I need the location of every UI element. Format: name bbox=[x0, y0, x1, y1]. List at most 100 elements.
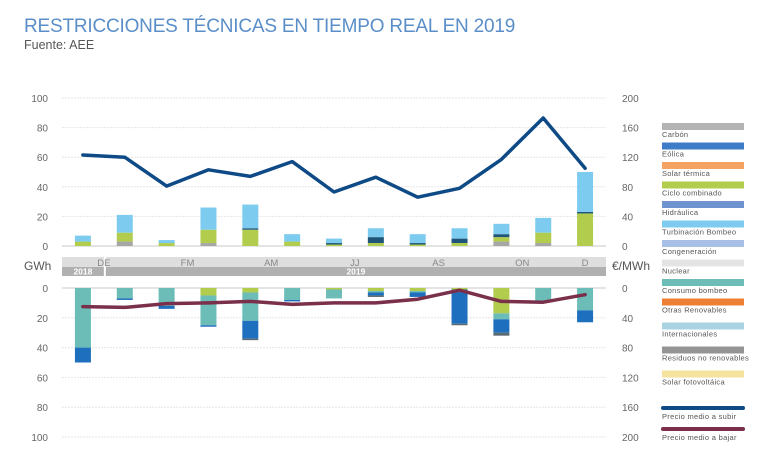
bar-turbinacion-bombeo bbox=[200, 207, 217, 230]
bar-eolica bbox=[409, 292, 426, 297]
year-band-segment bbox=[62, 267, 104, 276]
lower-grid bbox=[62, 287, 606, 438]
bar-turbinacion-bombeo bbox=[409, 234, 426, 244]
lower-bars bbox=[74, 288, 594, 363]
y2-tick-label: 200 bbox=[622, 433, 639, 444]
bar-consumo-bombeo bbox=[200, 295, 217, 326]
bar-turbinacion-bombeo bbox=[284, 234, 301, 242]
bar-ciclo-combinado bbox=[242, 288, 259, 293]
legend-label-otras-renovables: Otras Renovables bbox=[662, 306, 727, 315]
bar-eolica bbox=[158, 305, 175, 309]
bar-consumo-bombeo bbox=[493, 313, 510, 320]
y2-tick-label: 80 bbox=[622, 183, 634, 194]
month-label: FM bbox=[181, 258, 195, 269]
legend-label-hidraulica: Hidráulica bbox=[662, 208, 699, 217]
y-tick-label: 100 bbox=[31, 94, 48, 105]
bar-eolica bbox=[74, 347, 91, 363]
y-tick-label: 60 bbox=[37, 153, 49, 164]
bar-turbinacion-bombeo bbox=[451, 228, 468, 239]
bar-ciclo-combinado bbox=[451, 243, 468, 246]
bar-carbon bbox=[200, 243, 217, 246]
month-band-segment bbox=[62, 257, 104, 267]
chart-subtitle: Fuente: AEE bbox=[24, 38, 95, 52]
month-label: AS bbox=[432, 258, 445, 269]
bar-hidraulica bbox=[451, 238, 468, 244]
bar-consumo-bombeo bbox=[409, 290, 426, 293]
month-label: JJ bbox=[350, 258, 360, 269]
price-lines bbox=[81, 116, 587, 310]
month-band: 2018 2019 DE FM AM JJ AS ON D bbox=[62, 257, 606, 277]
y2-tick-label: 40 bbox=[622, 212, 634, 223]
bar-eolica bbox=[577, 310, 594, 323]
y2-tick-label: 120 bbox=[622, 373, 639, 384]
y2-tick-label: 200 bbox=[622, 94, 639, 105]
bar-turbinacion-bombeo bbox=[535, 217, 552, 233]
bar-eolica bbox=[367, 292, 384, 296]
bar-hidraulica bbox=[242, 228, 259, 230]
y-tick-label: 0 bbox=[42, 242, 48, 253]
bar-carbon bbox=[116, 241, 133, 246]
legend-swatch-otras-renovables bbox=[662, 298, 744, 306]
bar-eolica bbox=[493, 319, 510, 333]
bar-ciclo-combinado bbox=[284, 241, 301, 246]
bar-consumo-bombeo bbox=[535, 288, 552, 302]
legend-swatch-residuos-no-renovables bbox=[662, 346, 744, 354]
bar-eolica bbox=[284, 299, 301, 302]
bar-ciclo-combinado bbox=[74, 241, 91, 246]
bar-hidraulica bbox=[493, 234, 510, 238]
bar-ciclo-combinado bbox=[409, 244, 426, 246]
legend-label-turbinacion-bombeo: Turbinación Bombeo bbox=[662, 228, 736, 237]
bar-ciclo-combinado bbox=[367, 243, 384, 246]
y-tick-label: 40 bbox=[37, 344, 49, 355]
bar-carbon bbox=[535, 243, 552, 246]
legend-swatch-internacionales bbox=[662, 322, 744, 330]
bar-turbinacion-bombeo bbox=[577, 172, 594, 212]
bar-eolica bbox=[451, 289, 468, 324]
year-band-segment bbox=[105, 267, 606, 276]
legend-swatch-hidraulica bbox=[662, 201, 744, 208]
legend-label-solar-termica: Solar térmica bbox=[662, 169, 711, 178]
bar-eolica bbox=[200, 325, 217, 327]
legend-label-ciclo-combinado: Ciclo combinado bbox=[662, 189, 722, 198]
legend-label-carbon: Carbón bbox=[662, 130, 688, 139]
bar-turbinacion-bombeo bbox=[116, 214, 133, 233]
bar-turbinacion-bombeo bbox=[158, 240, 175, 244]
legend-label-congeneracion: Congeneración bbox=[662, 247, 717, 256]
bar-consumo-bombeo bbox=[284, 288, 301, 300]
legend-label-precio-medio-a-bajar: Precio medio a bajar bbox=[662, 433, 737, 442]
bar-ciclo-combinado bbox=[200, 229, 217, 244]
bar-eolica bbox=[116, 298, 133, 300]
legend: Carbón Eólica Solar térmica Ciclo combinado… bbox=[661, 123, 749, 442]
bar-turbinacion-bombeo bbox=[326, 238, 342, 244]
bar-hidraulica bbox=[409, 243, 426, 245]
month-label: DE bbox=[97, 258, 110, 269]
bar-ciclo-combinado bbox=[367, 288, 384, 291]
month-label: D bbox=[582, 258, 589, 269]
y2-tick-label: 160 bbox=[622, 403, 639, 414]
bar-consumo-bombeo bbox=[242, 292, 259, 321]
bar-ciclo-combinado bbox=[158, 243, 175, 246]
bar-consumo-bombeo bbox=[74, 288, 91, 348]
upper-right-axis: 0 40 80 120 160 200 bbox=[622, 94, 639, 253]
bar-consumo-bombeo bbox=[116, 288, 133, 299]
bar-ciclo-combinado bbox=[409, 288, 426, 291]
lower-left-axis: 0 20 40 60 80 100 bbox=[31, 284, 48, 444]
legend-label-consumo-bombeo: Consumo bombeo bbox=[662, 286, 728, 295]
legend-label-residuos-no-renovables: Residuos no renovables bbox=[662, 354, 749, 363]
right-axis-unit: €/MWh bbox=[612, 259, 650, 273]
left-axis-unit: GWh bbox=[24, 259, 51, 273]
month-label: AM bbox=[264, 258, 278, 269]
legend-swatch-solar-fotovoltaica bbox=[662, 370, 744, 378]
y2-tick-label: 120 bbox=[622, 153, 639, 164]
y-tick-label: 0 bbox=[42, 284, 48, 295]
bar-carbon bbox=[493, 241, 510, 246]
legend-swatch-eolica bbox=[662, 142, 744, 150]
bar-ciclo-combinado bbox=[535, 232, 552, 244]
bar-hidraulica bbox=[326, 243, 342, 245]
legend-swatch-consumo-bombeo bbox=[662, 279, 744, 286]
y2-tick-label: 0 bbox=[622, 242, 628, 253]
bar-ciclo-combinado bbox=[242, 229, 259, 246]
bar-consumo-bombeo bbox=[158, 288, 175, 306]
bar-hidraulica bbox=[577, 211, 594, 214]
